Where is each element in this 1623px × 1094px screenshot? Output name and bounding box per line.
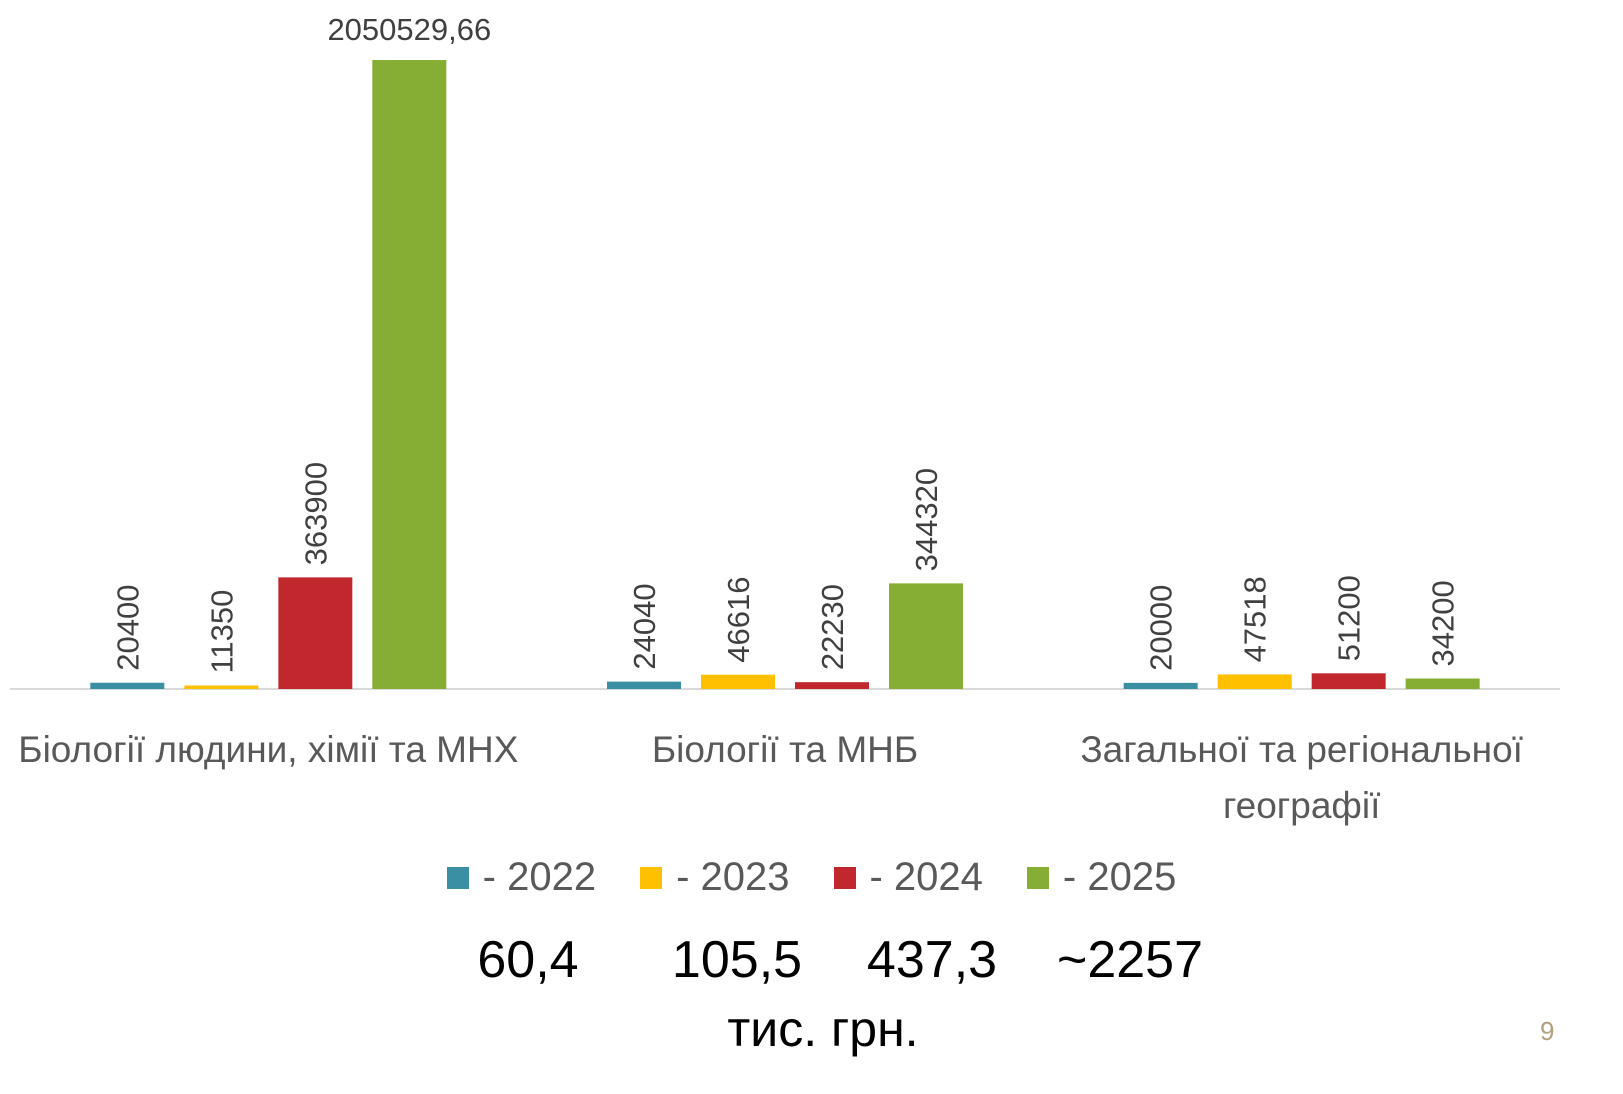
- data-label: 344320: [909, 468, 944, 571]
- x-tick-label: Біології та МНБ: [651, 729, 919, 770]
- bar: [1311, 673, 1386, 689]
- legend-swatch: [640, 866, 663, 889]
- data-label: 24040: [627, 583, 662, 669]
- bar: [889, 583, 963, 689]
- bar: [701, 674, 775, 689]
- data-label: 2050529,66: [327, 12, 491, 47]
- data-label: 11350: [204, 590, 239, 674]
- x-tick-label: Біології людини, хімії та МНХ: [18, 729, 519, 770]
- data-label: 51200: [1332, 575, 1367, 661]
- data-label: 20000: [1144, 585, 1179, 671]
- legend-label: - 2022: [482, 855, 597, 899]
- legend-item: - 2024: [833, 855, 983, 900]
- x-tick-label: Загальної та регіональної географії: [1080, 729, 1523, 826]
- bar: [607, 681, 681, 689]
- bar: [795, 682, 869, 689]
- legend-swatch: [446, 866, 469, 889]
- unit: тис. грн.: [727, 1001, 919, 1057]
- bar: [278, 577, 353, 689]
- bar: [1217, 674, 1292, 689]
- bar: [1405, 678, 1480, 689]
- legend-swatch: [1026, 866, 1049, 889]
- total: 60,4: [477, 931, 579, 989]
- data-label: 46616: [721, 576, 756, 662]
- data-label: 47518: [1238, 576, 1273, 662]
- data-label: 363900: [298, 462, 333, 565]
- total: 437,3: [866, 931, 998, 989]
- legend-item: - 2025: [1026, 855, 1177, 900]
- bar: [372, 60, 447, 689]
- bar: [184, 685, 259, 689]
- total: ~2257: [1056, 931, 1204, 989]
- legend-label: - 2024: [869, 855, 983, 899]
- legend: - 2022 - 2023 - 2024 - 2025: [0, 855, 1623, 900]
- legend-label: - 2023: [676, 855, 790, 899]
- data-label: 34200: [1426, 580, 1461, 666]
- page-number: 9: [1540, 1016, 1555, 1046]
- legend-item: - 2022: [446, 855, 597, 900]
- legend-swatch: [833, 866, 856, 889]
- bar: [90, 682, 165, 689]
- legend-item: - 2023: [640, 855, 790, 900]
- data-label: 20400: [110, 585, 145, 671]
- total: 105,5: [671, 931, 803, 989]
- bar: [1123, 682, 1198, 689]
- legend-label: - 2025: [1062, 855, 1177, 899]
- data-label: 22230: [815, 584, 850, 670]
